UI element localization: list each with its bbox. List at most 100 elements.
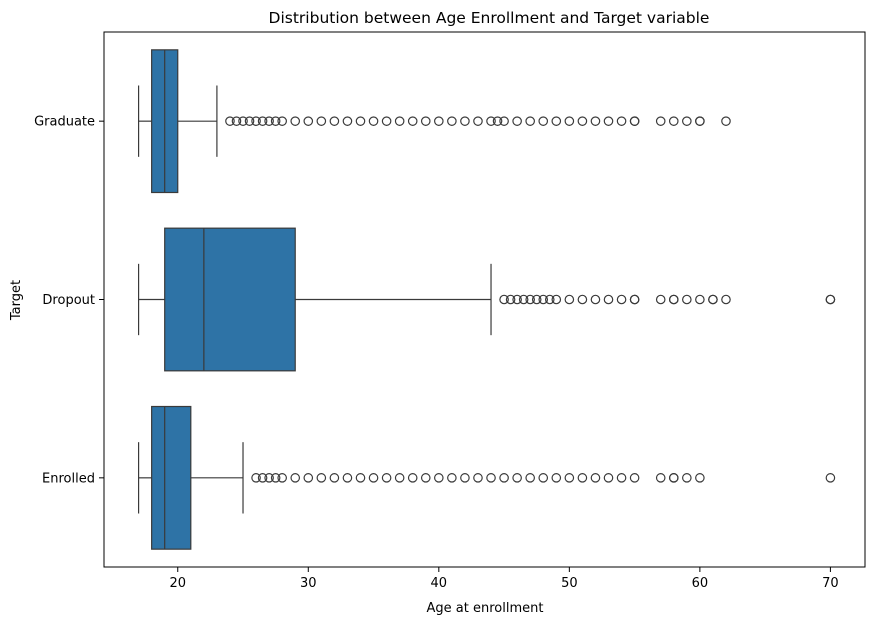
- outlier-point: [590, 294, 601, 305]
- outlier-point: [577, 116, 588, 126]
- outlier-point: [342, 116, 353, 126]
- outlier-point: [544, 294, 555, 305]
- outlier-point: [538, 473, 549, 483]
- outlier-point: [538, 294, 549, 305]
- outlier-point: [590, 473, 601, 483]
- outlier-point: [682, 473, 692, 483]
- outlier-point: [721, 294, 731, 305]
- outlier-point: [420, 473, 431, 483]
- box-group-dropout: [137, 227, 836, 372]
- outlier-point: [316, 473, 327, 483]
- outlier-point: [368, 116, 379, 126]
- box-group-enrolled: [137, 405, 836, 550]
- outlier-point: [551, 473, 562, 483]
- outlier-point: [316, 116, 327, 126]
- outlier-point: [603, 473, 614, 483]
- outlier-point: [244, 116, 255, 126]
- outlier-point: [655, 473, 666, 483]
- outlier-point: [518, 294, 529, 305]
- outlier-point: [407, 473, 418, 483]
- outlier-point: [447, 116, 457, 126]
- outlier-point: [512, 473, 522, 483]
- iqr-box: [151, 405, 192, 550]
- y-tick-label: Enrolled: [42, 471, 95, 486]
- outlier-point: [473, 116, 483, 126]
- outlier-point: [603, 294, 614, 305]
- outlier-point: [695, 473, 705, 483]
- outlier-point: [512, 294, 522, 305]
- outlier-point: [551, 116, 562, 126]
- x-tick-label: 40: [431, 576, 448, 591]
- outlier-point: [525, 294, 535, 305]
- outlier-point: [342, 473, 353, 483]
- outlier-point: [447, 473, 457, 483]
- outlier-point: [708, 294, 718, 305]
- outlier-point: [564, 473, 575, 483]
- outlier-point: [264, 116, 274, 126]
- outlier-point: [499, 116, 509, 126]
- outlier-point: [394, 116, 405, 126]
- outlier-point: [420, 116, 431, 126]
- outlier-point: [473, 473, 483, 483]
- outlier-point: [616, 473, 627, 483]
- outlier-point: [695, 116, 705, 126]
- outlier-point: [225, 116, 235, 126]
- y-axis-label: Target: [9, 280, 24, 321]
- outlier-point: [394, 473, 405, 483]
- x-axis-label: Age at enrollment: [427, 601, 544, 616]
- outlier-point: [525, 473, 535, 483]
- outlier-point: [355, 473, 366, 483]
- outlier-point: [525, 116, 535, 126]
- outlier-point: [257, 473, 268, 483]
- iqr-box: [164, 227, 296, 372]
- outlier-point: [290, 473, 301, 483]
- outlier-point: [668, 116, 679, 126]
- outlier-point: [655, 294, 666, 305]
- outlier-point: [564, 294, 575, 305]
- outlier-point: [577, 473, 588, 483]
- outlier-point: [538, 116, 549, 126]
- x-tick-label: 30: [300, 576, 317, 591]
- y-tick-label: Dropout: [42, 293, 95, 308]
- outlier-point: [355, 116, 366, 126]
- outlier-point: [721, 116, 731, 126]
- outlier-point: [251, 116, 261, 126]
- x-tick-label: 60: [692, 576, 709, 591]
- outlier-point: [270, 116, 281, 126]
- outlier-point: [264, 473, 274, 483]
- outlier-point: [499, 473, 509, 483]
- outlier-point: [668, 473, 679, 483]
- outlier-point: [381, 116, 392, 126]
- outlier-point: [629, 116, 640, 126]
- outlier-point: [407, 116, 418, 126]
- outlier-point: [629, 473, 640, 483]
- x-tick-label: 70: [822, 576, 839, 591]
- outlier-point: [277, 116, 287, 126]
- outlier-point: [303, 473, 314, 483]
- box-group-graduate: [137, 49, 731, 194]
- outlier-point: [231, 116, 242, 126]
- x-tick-label: 20: [169, 576, 186, 591]
- outlier-point: [564, 116, 575, 126]
- outlier-point: [238, 116, 248, 126]
- outlier-point: [329, 473, 340, 483]
- outlier-point: [616, 116, 627, 126]
- outlier-point: [682, 294, 692, 305]
- outlier-point: [368, 473, 379, 483]
- outlier-point: [460, 473, 470, 483]
- chart-title: Distribution between Age Enrollment and …: [269, 9, 710, 27]
- outlier-point: [629, 294, 640, 305]
- outlier-point: [825, 294, 836, 305]
- outlier-point: [512, 116, 522, 126]
- outlier-point: [486, 473, 496, 483]
- outlier-point: [290, 116, 301, 126]
- outlier-point: [616, 294, 627, 305]
- outlier-point: [270, 473, 281, 483]
- outlier-point: [655, 116, 666, 126]
- outlier-point: [590, 116, 601, 126]
- outlier-point: [825, 473, 836, 483]
- outlier-point: [381, 473, 392, 483]
- outlier-point: [668, 294, 679, 305]
- outlier-point: [492, 116, 503, 126]
